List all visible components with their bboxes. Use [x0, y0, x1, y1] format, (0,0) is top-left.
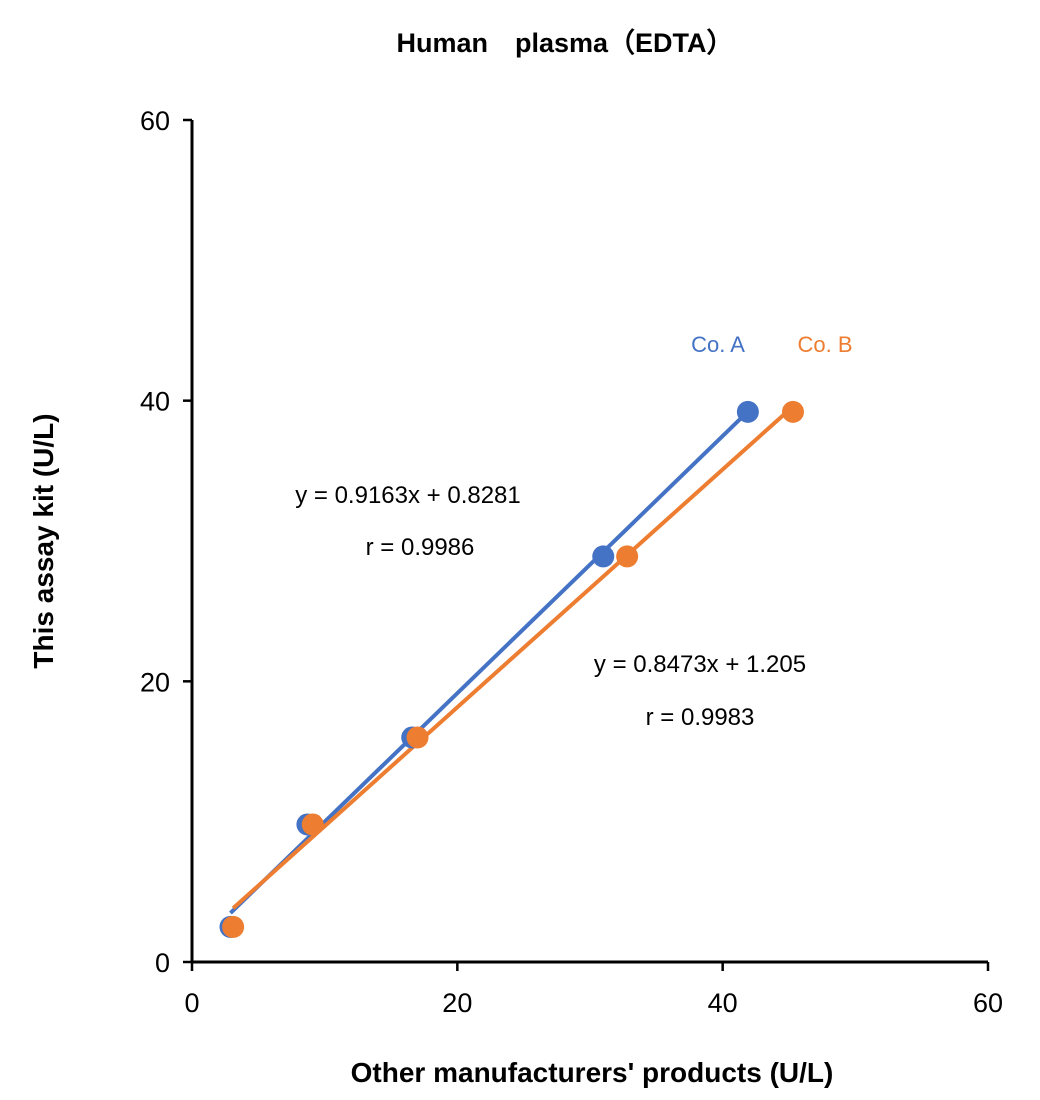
- data-point-co-b: [781, 400, 804, 423]
- r-value-co-a: r = 0.9986: [366, 534, 475, 561]
- data-point-co-a: [736, 400, 759, 423]
- y-axis-label: This assay kit (U/L): [28, 413, 59, 668]
- data-point-co-b: [616, 545, 639, 568]
- y-tick-label: 60: [140, 106, 170, 136]
- data-point-co-b: [406, 726, 429, 749]
- data-point-co-b: [222, 915, 245, 938]
- series-label-co-a: Co. A: [691, 332, 745, 357]
- trendline-co-b: [231, 404, 795, 910]
- y-tick-label: 0: [155, 948, 170, 978]
- y-tick-label: 40: [140, 387, 170, 417]
- x-axis-label: Other manufacturers' products (U/L): [351, 1057, 834, 1088]
- x-tick-label: 40: [708, 988, 738, 1018]
- equation-co-b: y = 0.8473x + 1.205: [594, 651, 806, 678]
- x-tick-label: 60: [973, 988, 1003, 1018]
- data-point-co-b: [301, 813, 324, 836]
- chart-title: Human plasma（EDTA）: [396, 28, 733, 58]
- r-value-co-b: r = 0.9983: [646, 704, 755, 731]
- x-tick-label: 0: [184, 988, 199, 1018]
- data-point-co-a: [592, 545, 615, 568]
- equation-co-a: y = 0.9163x + 0.8281: [295, 482, 521, 509]
- x-tick-label: 20: [442, 988, 472, 1018]
- series-label-co-b: Co. B: [797, 332, 852, 357]
- y-tick-label: 20: [140, 667, 170, 697]
